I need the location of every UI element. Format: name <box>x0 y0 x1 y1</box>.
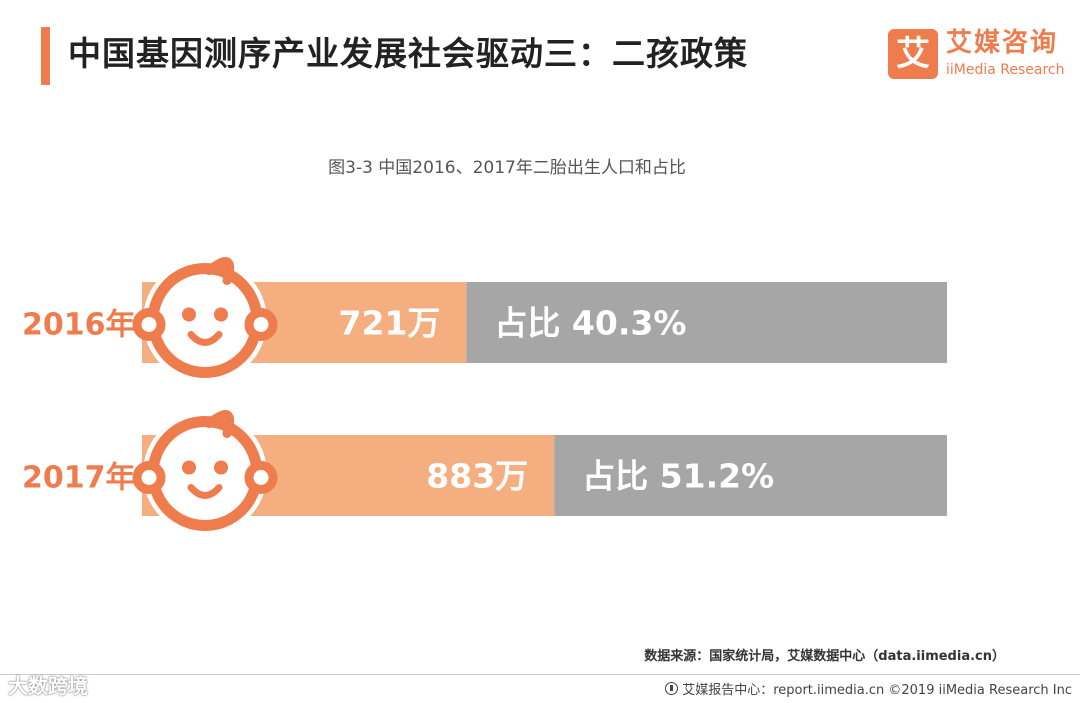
watermark: 大数跨境 <box>8 674 88 698</box>
data-label: 占比 40.3% <box>494 304 686 343</box>
data-label: 占比 51.2% <box>582 457 774 496</box>
data-source-note: 数据来源：国家统计局，艾媒数据中心（data.iimedia.cn） <box>644 649 1005 664</box>
brand-logo: 艾 艾媒咨询 iiMedia Research <box>888 28 1068 83</box>
baby-face-icon <box>132 257 278 383</box>
logo-mark: 艾 <box>888 29 938 79</box>
footer-divider <box>0 674 1080 675</box>
title-accent-bar <box>41 27 50 85</box>
bar-2017年-series-1 <box>554 435 947 516</box>
bar-2016年-series-1 <box>466 282 947 363</box>
data-label: 883万 <box>426 457 528 496</box>
category-label: 2017年 <box>22 461 136 496</box>
stacked-bar-chart: 721万 占比 40.3% 2016年 883万 占比 51.2% 2017年 <box>22 257 947 536</box>
footer: 艾媒报告中心：report.iimedia.cn ©2019 iiMedia R… <box>665 679 1072 698</box>
logo-name-cn: 艾媒咨询 <box>946 28 1059 58</box>
chart-title: 图3-3 中国2016、2017年二胎出生人口和占比 <box>328 158 686 178</box>
logo-name-en: iiMedia Research <box>946 62 1065 78</box>
baby-face-icon <box>132 410 278 536</box>
data-label: 721万 <box>339 304 441 343</box>
footer-text: 艾媒报告中心：report.iimedia.cn ©2019 iiMedia R… <box>682 683 1072 698</box>
report-center-icon <box>665 682 679 695</box>
page-title: 中国基因测序产业发展社会驱动三：二孩政策 <box>68 34 748 73</box>
category-label: 2016年 <box>22 308 136 343</box>
